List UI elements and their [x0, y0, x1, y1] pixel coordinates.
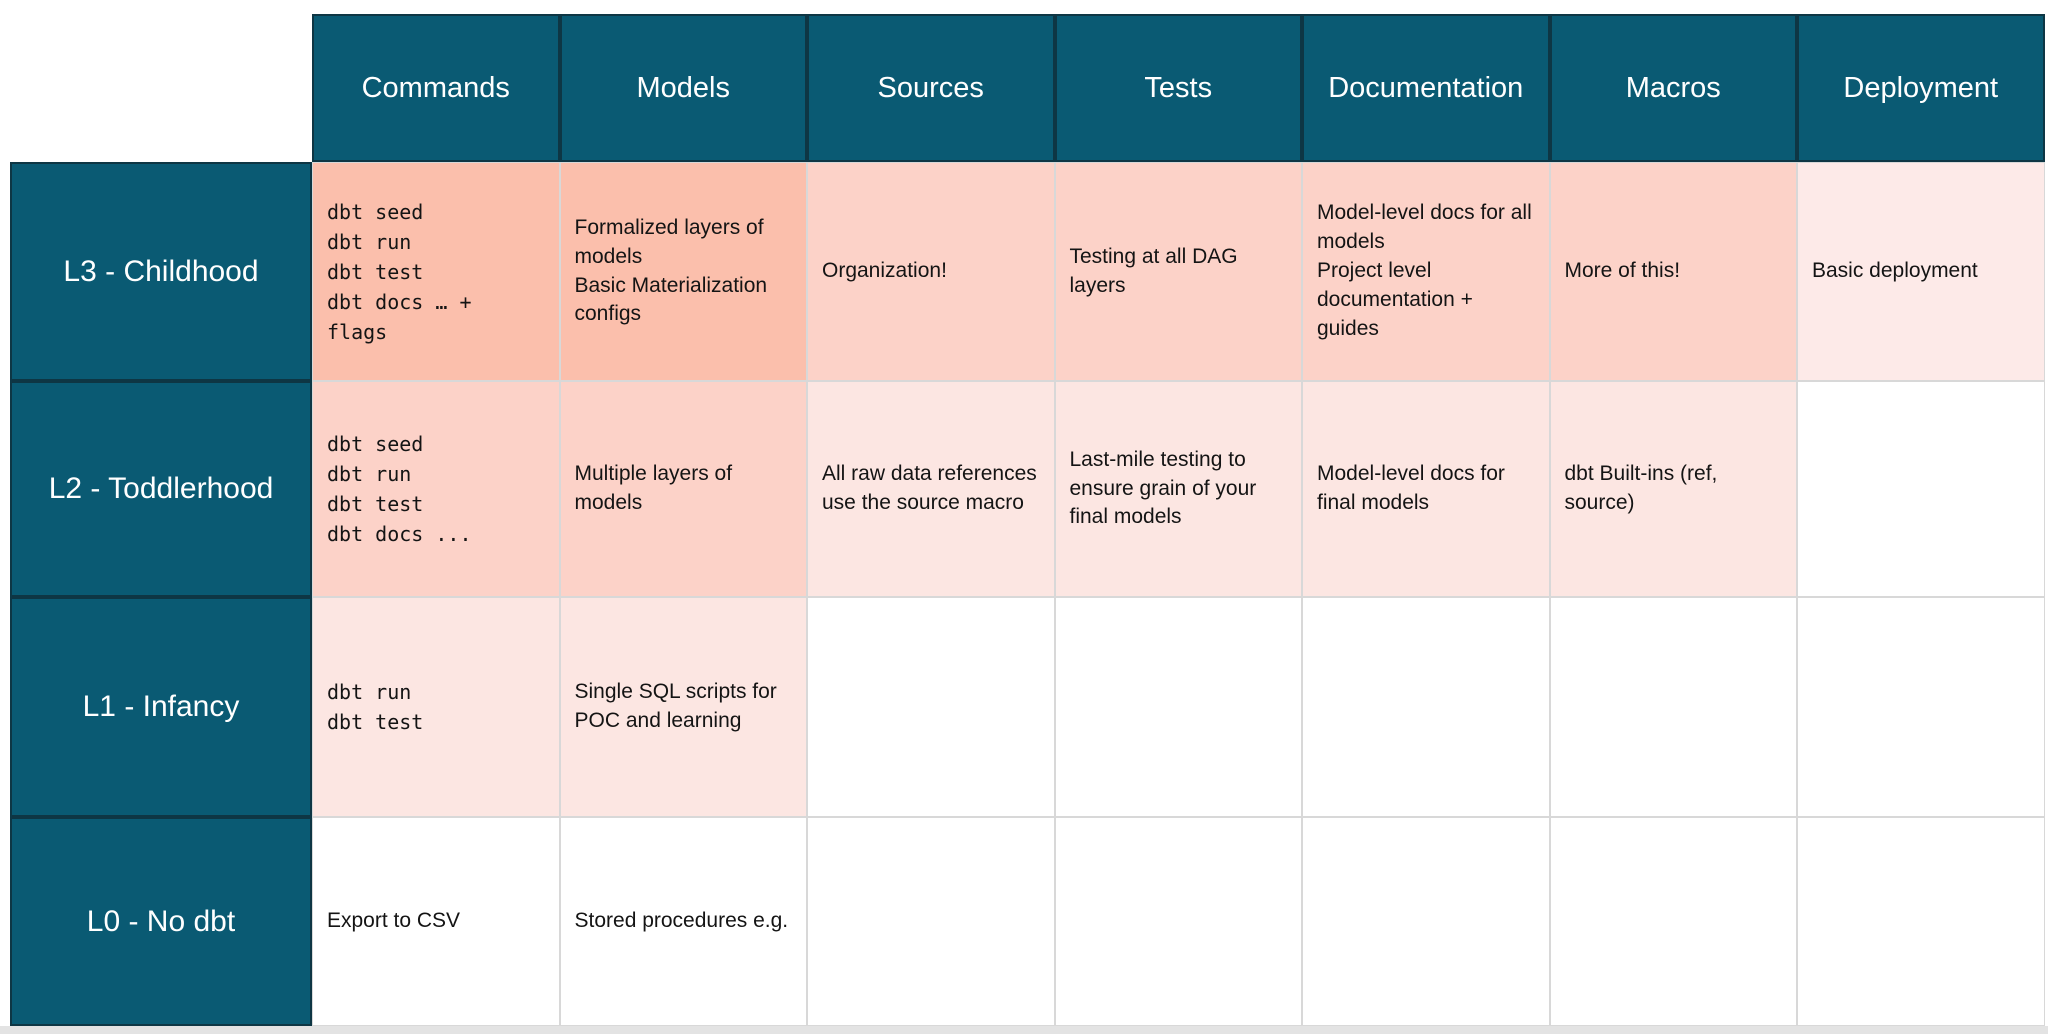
cell-l2-toddlerhood-models: Multiple layers of models — [559, 381, 807, 597]
cell-l0-no-dbt-macros — [1549, 817, 1797, 1026]
maturity-table: Commands Models Sources Tests Documentation M… — [10, 14, 2045, 1026]
column-header-tests: Tests — [1054, 14, 1302, 162]
column-header-models: Models — [559, 14, 807, 162]
cell-l3-childhood-tests: Testing at all DAG layers — [1054, 162, 1302, 381]
cell-l2-toddlerhood-tests: Last-mile testing to ensure grain of you… — [1054, 381, 1302, 597]
cell-l0-no-dbt-sources — [807, 817, 1055, 1026]
column-header-sources: Sources — [807, 14, 1055, 162]
cell-l1-infancy-models: Single SQL scripts for POC and learning — [559, 597, 807, 817]
cell-l2-toddlerhood-sources: All raw data references use the source m… — [807, 381, 1055, 597]
cell-l3-childhood-deployment: Basic deployment — [1797, 162, 2045, 381]
row-header-l3-childhood: L3 - Childhood — [10, 162, 312, 381]
cell-l0-no-dbt-commands: Export to CSV — [312, 817, 560, 1026]
row-header-l2-toddlerhood: L2 - Toddlerhood — [10, 381, 312, 597]
cell-l0-no-dbt-tests — [1054, 817, 1302, 1026]
cell-l1-infancy-commands: dbt run dbt test — [312, 597, 560, 817]
column-header-commands: Commands — [312, 14, 560, 162]
cell-l1-infancy-tests — [1054, 597, 1302, 817]
cell-l0-no-dbt-documentation — [1302, 817, 1550, 1026]
cell-l1-infancy-documentation — [1302, 597, 1550, 817]
cell-l2-toddlerhood-documentation: Model-level docs for final models — [1302, 381, 1550, 597]
cell-l3-childhood-macros: More of this! — [1549, 162, 1797, 381]
column-header-deployment: Deployment — [1797, 14, 2045, 162]
cell-l3-childhood-sources: Organization! — [807, 162, 1055, 381]
cell-l3-childhood-commands: dbt seed dbt run dbt test dbt docs … + f… — [312, 162, 560, 381]
cell-l3-childhood-documentation: Model-level docs for all models Project … — [1302, 162, 1550, 381]
column-header-macros: Macros — [1549, 14, 1797, 162]
cell-l3-childhood-models: Formalized layers of models Basic Materi… — [559, 162, 807, 381]
cell-l2-toddlerhood-commands: dbt seed dbt run dbt test dbt docs ... — [312, 381, 560, 597]
cell-l0-no-dbt-models: Stored procedures e.g. — [559, 817, 807, 1026]
cell-l1-infancy-deployment — [1797, 597, 2045, 817]
row-header-l0-no-dbt: L0 - No dbt — [10, 817, 312, 1026]
bottom-divider — [0, 1026, 2048, 1034]
cell-l1-infancy-sources — [807, 597, 1055, 817]
cell-l1-infancy-macros — [1549, 597, 1797, 817]
cell-l0-no-dbt-deployment — [1797, 817, 2045, 1026]
cell-l2-toddlerhood-macros: dbt Built-ins (ref, source) — [1549, 381, 1797, 597]
row-header-l1-infancy: L1 - Infancy — [10, 597, 312, 817]
column-header-documentation: Documentation — [1302, 14, 1550, 162]
corner-spacer — [10, 14, 312, 162]
cell-l2-toddlerhood-deployment — [1797, 381, 2045, 597]
